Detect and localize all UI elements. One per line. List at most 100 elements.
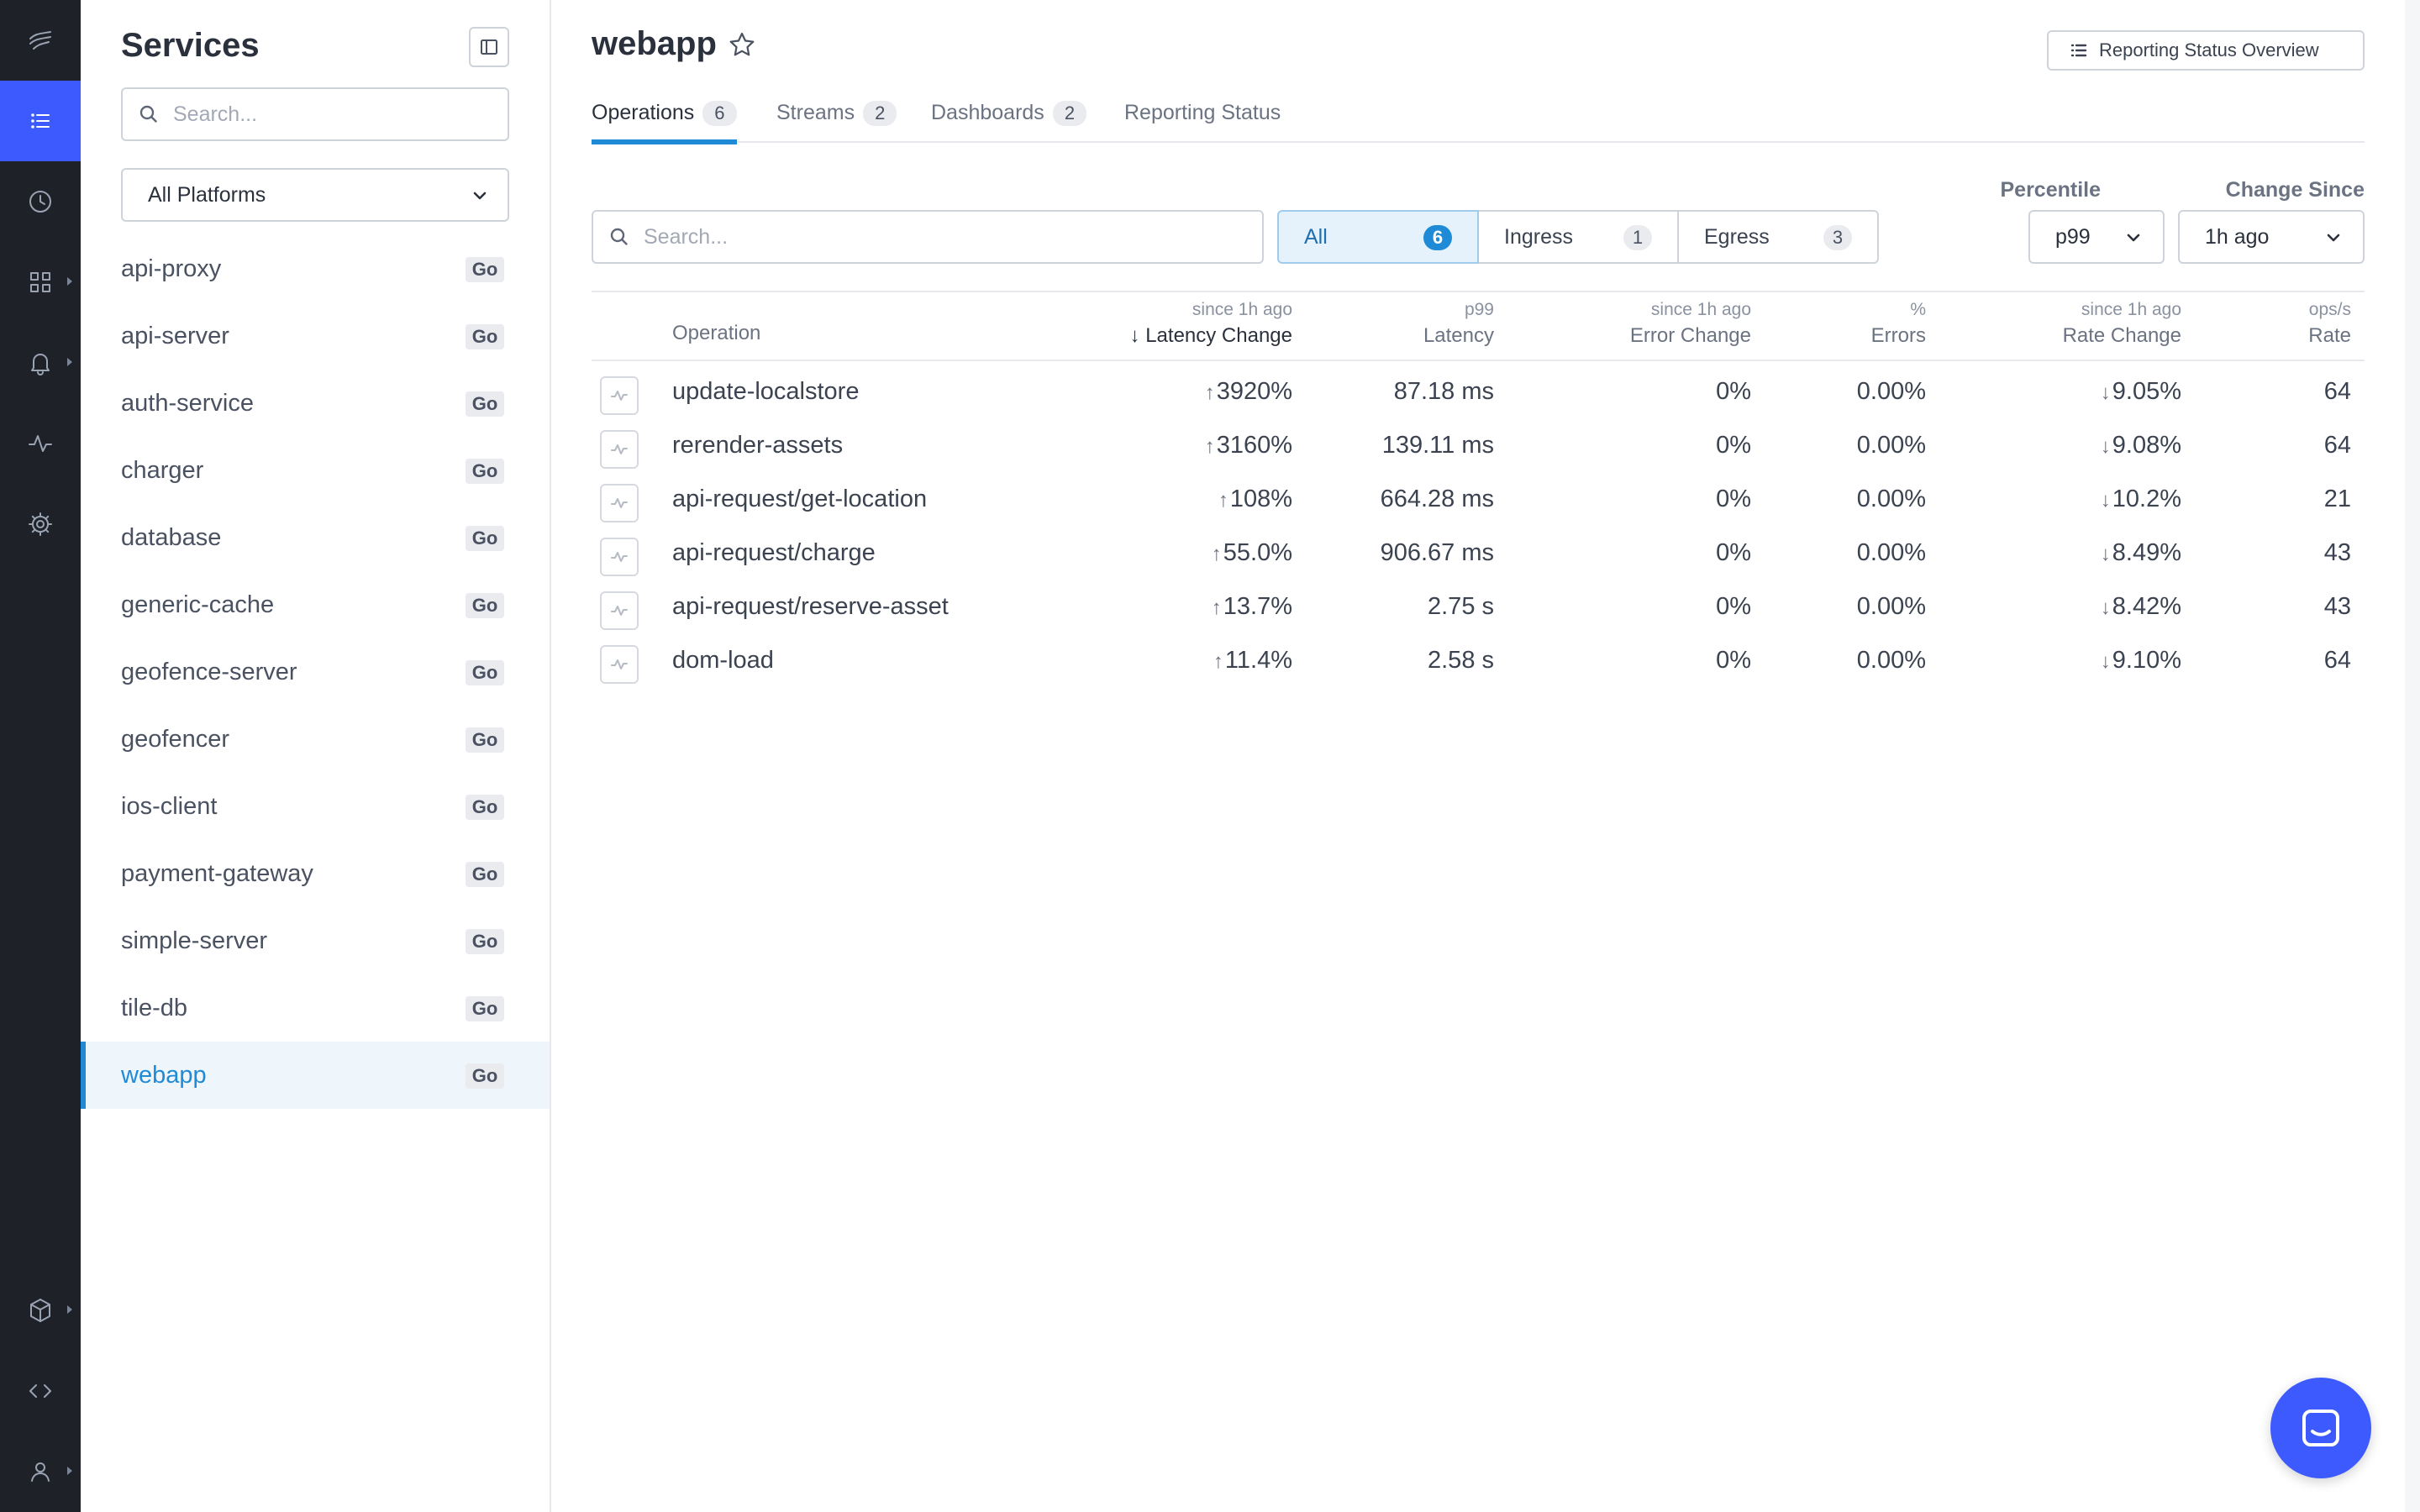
arrow-up-icon: ↑	[1218, 489, 1228, 512]
column-title: Latency Change	[1145, 324, 1292, 348]
service-item-charger[interactable]: charger Go	[81, 437, 550, 504]
language-badge: Go	[466, 929, 504, 954]
operation-name[interactable]: api-request/get-location	[672, 486, 928, 512]
arrow-down-icon: ↓	[2100, 489, 2111, 512]
arrow-down-icon: ↓	[2100, 543, 2111, 565]
operation-name[interactable]: dom-load	[672, 647, 774, 674]
support-chat-button[interactable]	[2270, 1378, 2371, 1478]
column-subtitle: since 1h ago	[2081, 300, 2181, 319]
service-name: geofencer	[121, 725, 229, 753]
operation-search-input[interactable]	[644, 224, 1179, 249]
col-rate[interactable]: ops/s Rate	[2308, 297, 2351, 350]
operation-search-field[interactable]	[592, 210, 1264, 264]
table-row[interactable]: api-request/get-location ↑108% 664.28 ms…	[592, 475, 2365, 529]
change-since-select[interactable]: 1h ago	[2178, 210, 2365, 264]
service-search-field[interactable]	[121, 87, 509, 141]
percentile-select[interactable]: p99	[2028, 210, 2165, 264]
user-icon[interactable]	[0, 1431, 81, 1512]
col-latency-change[interactable]: since 1h ago ↓ Latency Change	[1130, 297, 1292, 350]
col-operation[interactable]: Operation	[672, 319, 760, 348]
language-badge: Go	[466, 459, 504, 484]
latency-cell: 2.75 s	[1428, 593, 1494, 620]
service-list: api-proxy Go api-server Go auth-service Go …	[81, 235, 550, 1109]
table-row[interactable]: api-request/charge ↑55.0% 906.67 ms 0% 0…	[592, 529, 2365, 583]
filter-all-button[interactable]: All 6	[1277, 210, 1479, 264]
language-badge: Go	[466, 257, 504, 282]
tab-dashboards[interactable]: Dashboards 2	[931, 97, 1087, 143]
sparkline-icon[interactable]	[600, 538, 639, 576]
collapse-sidebar-button[interactable]	[469, 27, 509, 67]
table-row[interactable]: rerender-assets ↑3160% 139.11 ms 0% 0.00…	[592, 422, 2365, 475]
arrow-up-icon: ↑	[1211, 596, 1222, 619]
dashboards-grid-icon[interactable]	[0, 242, 81, 323]
service-search-input[interactable]	[173, 102, 481, 127]
service-item-payment-gateway[interactable]: payment-gateway Go	[81, 840, 550, 907]
arrow-down-icon: ↓	[2100, 650, 2111, 673]
segment-label: Egress	[1704, 224, 1770, 249]
service-item-api-proxy[interactable]: api-proxy Go	[81, 235, 550, 302]
service-item-tile-db[interactable]: tile-db Go	[81, 974, 550, 1042]
operation-name[interactable]: api-request/reserve-asset	[672, 593, 949, 620]
sparkline-icon[interactable]	[600, 484, 639, 522]
sparkline-icon[interactable]	[600, 376, 639, 415]
col-error-change[interactable]: since 1h ago Error Change	[1630, 297, 1751, 350]
segment-count: 3	[1823, 225, 1852, 250]
col-rate-change[interactable]: since 1h ago Rate Change	[2063, 297, 2181, 350]
sparkline-icon[interactable]	[600, 591, 639, 630]
rate-change-cell: ↓9.05%	[2101, 378, 2181, 406]
service-name: simple-server	[121, 927, 268, 954]
service-item-auth-service[interactable]: auth-service Go	[81, 370, 550, 437]
service-item-geofencer[interactable]: geofencer Go	[81, 706, 550, 773]
service-item-database[interactable]: database Go	[81, 504, 550, 571]
errors-cell: 0.00%	[1856, 378, 1926, 405]
segment-label: Ingress	[1504, 224, 1573, 249]
rate-cell: 43	[2323, 539, 2351, 566]
package-icon[interactable]	[0, 1270, 81, 1351]
table-row[interactable]: dom-load ↑11.4% 2.58 s 0% 0.00% ↓9.10% 6…	[592, 637, 2365, 690]
segment-count: 1	[1623, 225, 1652, 250]
rate-change-cell: ↓8.42%	[2101, 593, 2181, 621]
reporting-status-overview-label: Reporting Status Overview	[2099, 39, 2319, 60]
tab-streams[interactable]: Streams 2	[776, 97, 897, 143]
gear-icon[interactable]	[0, 484, 81, 564]
logo-icon[interactable]	[0, 0, 81, 81]
bell-icon[interactable]	[0, 323, 81, 403]
sparkline-icon[interactable]	[600, 645, 639, 684]
rate-change-value: 9.08%	[2112, 432, 2181, 459]
tab-reporting-status[interactable]: Reporting Status	[1124, 97, 1281, 143]
service-item-geofence-server[interactable]: geofence-server Go	[81, 638, 550, 706]
latency-change-value: 11.4%	[1224, 647, 1292, 674]
star-icon[interactable]	[728, 30, 756, 63]
col-latency[interactable]: p99 Latency	[1423, 297, 1494, 350]
reporting-status-overview-button[interactable]: Reporting Status Overview	[2047, 30, 2365, 71]
sparkline-icon[interactable]	[600, 430, 639, 469]
latency-change-cell: ↑13.7%	[1212, 593, 1292, 621]
services-list-icon[interactable]	[0, 81, 81, 161]
clock-icon[interactable]	[0, 161, 81, 242]
latency-change-cell: ↑108%	[1218, 486, 1292, 513]
service-name: geofence-server	[121, 658, 297, 685]
col-errors[interactable]: % Errors	[1871, 297, 1926, 350]
percentile-value: p99	[2055, 224, 2091, 249]
service-item-api-server[interactable]: api-server Go	[81, 302, 550, 370]
latency-change-value: 55.0%	[1223, 539, 1292, 566]
filter-egress-button[interactable]: Egress 3	[1677, 210, 1879, 264]
filter-ingress-button[interactable]: Ingress 1	[1477, 210, 1679, 264]
latency-change-cell: ↑3920%	[1205, 378, 1292, 406]
tab-operations[interactable]: Operations 6	[592, 97, 737, 144]
code-icon[interactable]	[0, 1351, 81, 1431]
table-row[interactable]: api-request/reserve-asset ↑13.7% 2.75 s …	[592, 583, 2365, 637]
service-item-generic-cache[interactable]: generic-cache Go	[81, 571, 550, 638]
activity-icon[interactable]	[0, 403, 81, 484]
service-item-simple-server[interactable]: simple-server Go	[81, 907, 550, 974]
language-badge: Go	[466, 391, 504, 417]
operation-name[interactable]: rerender-assets	[672, 432, 844, 459]
platform-filter-select[interactable]: All Platforms	[121, 168, 509, 222]
operation-name[interactable]: update-localstore	[672, 378, 860, 405]
service-item-ios-client[interactable]: ios-client Go	[81, 773, 550, 840]
latency-change-cell: ↑3160%	[1205, 432, 1292, 459]
table-row[interactable]: update-localstore ↑3920% 87.18 ms 0% 0.0…	[592, 368, 2365, 422]
scrollbar-track[interactable]	[2405, 0, 2420, 1512]
service-item-webapp[interactable]: webapp Go	[81, 1042, 550, 1109]
operation-name[interactable]: api-request/charge	[672, 539, 876, 566]
